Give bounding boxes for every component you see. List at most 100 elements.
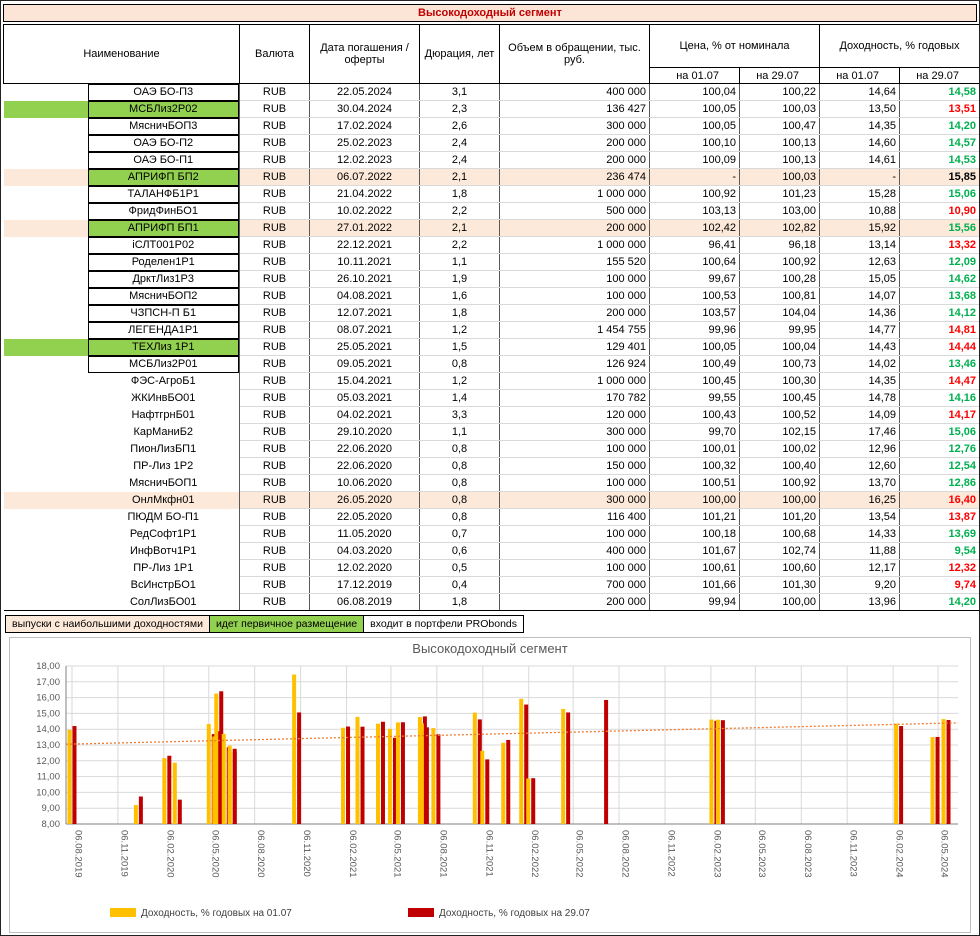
- bond-name[interactable]: АПРИФП БП1: [87, 219, 239, 237]
- bond-currency[interactable]: RUB: [239, 593, 310, 611]
- bond-yield-0107[interactable]: 13,50: [819, 100, 900, 118]
- bond-price-0107[interactable]: 100,01: [649, 440, 740, 458]
- bond-currency[interactable]: RUB: [239, 100, 310, 118]
- bond-name-cell[interactable]: ДрктЛиз1Р3: [3, 270, 240, 288]
- bond-name-cell[interactable]: ПР-Лиз 1Р2: [3, 457, 240, 475]
- bond-maturity-date[interactable]: 22.05.2024: [309, 83, 420, 101]
- bond-price-2907[interactable]: 100,00: [739, 491, 820, 509]
- bond-name-cell[interactable]: ЖКИнвБО01: [3, 389, 240, 407]
- bond-volume[interactable]: 100 000: [499, 287, 650, 305]
- bond-name-cell[interactable]: МСБЛиз2Р02: [3, 100, 240, 118]
- bond-duration[interactable]: 0,8: [419, 474, 500, 492]
- bond-duration[interactable]: 0,6: [419, 542, 500, 560]
- bond-maturity-date[interactable]: 22.12.2021: [309, 236, 420, 254]
- bond-price-2907[interactable]: 102,74: [739, 542, 820, 560]
- bond-yield-0107[interactable]: 13,54: [819, 508, 900, 526]
- bond-name-cell[interactable]: ФридФинБО1: [3, 202, 240, 220]
- bond-volume[interactable]: 116 400: [499, 508, 650, 526]
- bond-currency[interactable]: RUB: [239, 321, 310, 339]
- col-header-maturity[interactable]: Дата погашения / оферты: [309, 24, 420, 84]
- bond-name-cell[interactable]: ОАЭ БО-П1: [3, 151, 240, 169]
- bond-name-cell[interactable]: КарМаниБ2: [3, 423, 240, 441]
- bond-price-0107[interactable]: 100,18: [649, 525, 740, 543]
- bond-price-0107[interactable]: 100,43: [649, 406, 740, 424]
- bond-yield-2907[interactable]: 13,51: [899, 100, 979, 118]
- bond-price-2907[interactable]: 103,00: [739, 202, 820, 220]
- bond-price-2907[interactable]: 100,45: [739, 389, 820, 407]
- bond-price-0107[interactable]: 99,96: [649, 321, 740, 339]
- bond-name[interactable]: МСБЛиз2Р02: [87, 100, 239, 118]
- bond-volume[interactable]: 150 000: [499, 457, 650, 475]
- bond-price-2907[interactable]: 100,03: [739, 100, 820, 118]
- bond-duration[interactable]: 1,5: [419, 338, 500, 356]
- bond-price-0107[interactable]: 101,67: [649, 542, 740, 560]
- bond-volume[interactable]: 100 000: [499, 270, 650, 288]
- bond-duration[interactable]: 1,9: [419, 270, 500, 288]
- bond-name[interactable]: МясничБОП1: [129, 477, 198, 489]
- bond-volume[interactable]: 1 454 755: [499, 321, 650, 339]
- bond-currency[interactable]: RUB: [239, 542, 310, 560]
- bond-duration[interactable]: 0,7: [419, 525, 500, 543]
- bond-price-0107[interactable]: 100,05: [649, 100, 740, 118]
- bond-volume[interactable]: 100 000: [499, 559, 650, 577]
- bond-yield-2907[interactable]: 14,57: [899, 134, 979, 152]
- bond-price-2907[interactable]: 100,22: [739, 83, 820, 101]
- bond-yield-0107[interactable]: 11,88: [819, 542, 900, 560]
- bond-yield-2907[interactable]: 14,58: [899, 83, 979, 101]
- col-header-yield-group[interactable]: Доходность, % годовых: [819, 24, 979, 68]
- bond-name-cell[interactable]: iСЛТ001P02: [3, 236, 240, 254]
- bond-price-2907[interactable]: 96,18: [739, 236, 820, 254]
- bond-maturity-date[interactable]: 25.02.2023: [309, 134, 420, 152]
- bond-currency[interactable]: RUB: [239, 355, 310, 373]
- bond-yield-0107[interactable]: 10,88: [819, 202, 900, 220]
- bond-price-0107[interactable]: 101,21: [649, 508, 740, 526]
- bond-name-cell[interactable]: ОАЭ БО-П2: [3, 134, 240, 152]
- legend-item-highest-yield[interactable]: выпуски с наибольшими доходностями: [5, 615, 210, 633]
- bond-duration[interactable]: 0,8: [419, 457, 500, 475]
- bond-yield-0107[interactable]: 12,17: [819, 559, 900, 577]
- bond-price-2907[interactable]: 102,82: [739, 219, 820, 237]
- bond-name[interactable]: ПР-Лиз 1Р1: [133, 562, 194, 574]
- bond-price-2907[interactable]: 100,92: [739, 474, 820, 492]
- bond-price-2907[interactable]: 100,68: [739, 525, 820, 543]
- bond-yield-2907[interactable]: 12,09: [899, 253, 979, 271]
- bond-volume[interactable]: 400 000: [499, 542, 650, 560]
- bond-yield-0107[interactable]: 14,07: [819, 287, 900, 305]
- bond-name-cell[interactable]: Роделен1Р1: [3, 253, 240, 271]
- col-header-yield-0107[interactable]: на 01.07: [819, 67, 900, 84]
- bond-yield-0107[interactable]: 14,78: [819, 389, 900, 407]
- bond-volume[interactable]: 100 000: [499, 474, 650, 492]
- bond-name[interactable]: ФЭС-АгроБ1: [130, 375, 196, 387]
- bond-maturity-date[interactable]: 17.02.2024: [309, 117, 420, 135]
- bond-name-cell[interactable]: РедСофт1Р1: [3, 525, 240, 543]
- bond-name[interactable]: ЧЗПСН-П Б1: [87, 304, 239, 322]
- col-header-price-2907[interactable]: на 29.07: [739, 67, 820, 84]
- bond-maturity-date[interactable]: 22.05.2020: [309, 508, 420, 526]
- bond-duration[interactable]: 2,2: [419, 236, 500, 254]
- bond-volume[interactable]: 1 000 000: [499, 185, 650, 203]
- bond-yield-2907[interactable]: 12,76: [899, 440, 979, 458]
- bond-name-cell[interactable]: АПРИФП БП1: [3, 219, 240, 237]
- bond-duration[interactable]: 1,4: [419, 389, 500, 407]
- bond-price-2907[interactable]: 100,02: [739, 440, 820, 458]
- bond-maturity-date[interactable]: 04.03.2020: [309, 542, 420, 560]
- bond-volume[interactable]: 400 000: [499, 83, 650, 101]
- bond-currency[interactable]: RUB: [239, 202, 310, 220]
- bond-name-cell[interactable]: МясничБОП2: [3, 287, 240, 305]
- bond-maturity-date[interactable]: 09.05.2021: [309, 355, 420, 373]
- col-header-currency[interactable]: Валюта: [239, 24, 310, 84]
- bond-yield-0107[interactable]: 16,25: [819, 491, 900, 509]
- bond-maturity-date[interactable]: 26.10.2021: [309, 270, 420, 288]
- bond-maturity-date[interactable]: 05.03.2021: [309, 389, 420, 407]
- bond-currency[interactable]: RUB: [239, 83, 310, 101]
- bond-currency[interactable]: RUB: [239, 440, 310, 458]
- bond-volume[interactable]: 170 782: [499, 389, 650, 407]
- bond-name-cell[interactable]: ТЕХЛиз 1Р1: [3, 338, 240, 356]
- bond-yield-0107[interactable]: 14,60: [819, 134, 900, 152]
- bond-price-2907[interactable]: 100,13: [739, 151, 820, 169]
- bond-volume[interactable]: 200 000: [499, 593, 650, 611]
- bond-name[interactable]: МСБЛиз2Р01: [87, 355, 239, 373]
- bond-yield-0107[interactable]: 9,20: [819, 576, 900, 594]
- bond-price-0107[interactable]: 100,32: [649, 457, 740, 475]
- bond-yield-0107[interactable]: 17,46: [819, 423, 900, 441]
